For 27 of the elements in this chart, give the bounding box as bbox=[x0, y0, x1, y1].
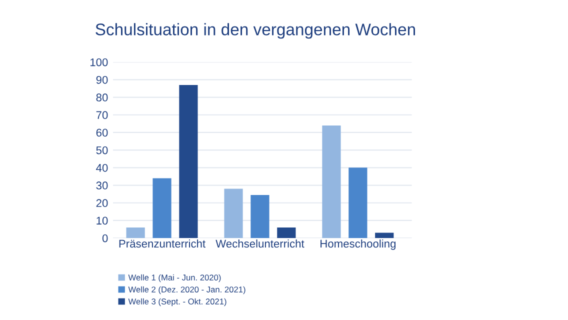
y-tick-label: 60 bbox=[96, 128, 108, 137]
legend-label: Welle 1 (Mai - Jun. 2020) bbox=[128, 274, 221, 282]
y-tick-label: 0 bbox=[102, 234, 108, 242]
legend-label: Welle 2 (Dez. 2020 - Jan. 2021) bbox=[128, 286, 246, 294]
y-tick-label: 70 bbox=[96, 111, 108, 120]
y-tick-label: 90 bbox=[96, 76, 108, 84]
y-tick-label: 30 bbox=[96, 182, 108, 190]
x-tick-label: Wechselunterricht bbox=[216, 239, 304, 248]
bar bbox=[375, 232, 394, 238]
y-tick-label: 50 bbox=[96, 146, 108, 154]
chart-title: Schulsituation in den vergangenen Wochen bbox=[96, 23, 415, 39]
x-tick-label: Präsenzunterricht bbox=[119, 239, 206, 248]
y-tick-label: 80 bbox=[96, 94, 108, 102]
bar bbox=[277, 228, 296, 238]
y-tick-label: 10 bbox=[96, 216, 108, 225]
bar bbox=[152, 178, 172, 238]
y-tick-label: 40 bbox=[96, 164, 108, 172]
y-tick-label: 20 bbox=[96, 199, 108, 208]
bar bbox=[126, 228, 145, 238]
bar bbox=[224, 188, 243, 238]
bar bbox=[250, 194, 270, 238]
bar bbox=[179, 84, 198, 238]
bar bbox=[348, 168, 368, 238]
bar bbox=[322, 125, 341, 238]
y-tick-label: 100 bbox=[90, 58, 108, 66]
legend-label: Welle 3 (Sept. - Okt. 2021) bbox=[128, 298, 226, 306]
x-tick-label: Homeschooling bbox=[320, 239, 396, 250]
